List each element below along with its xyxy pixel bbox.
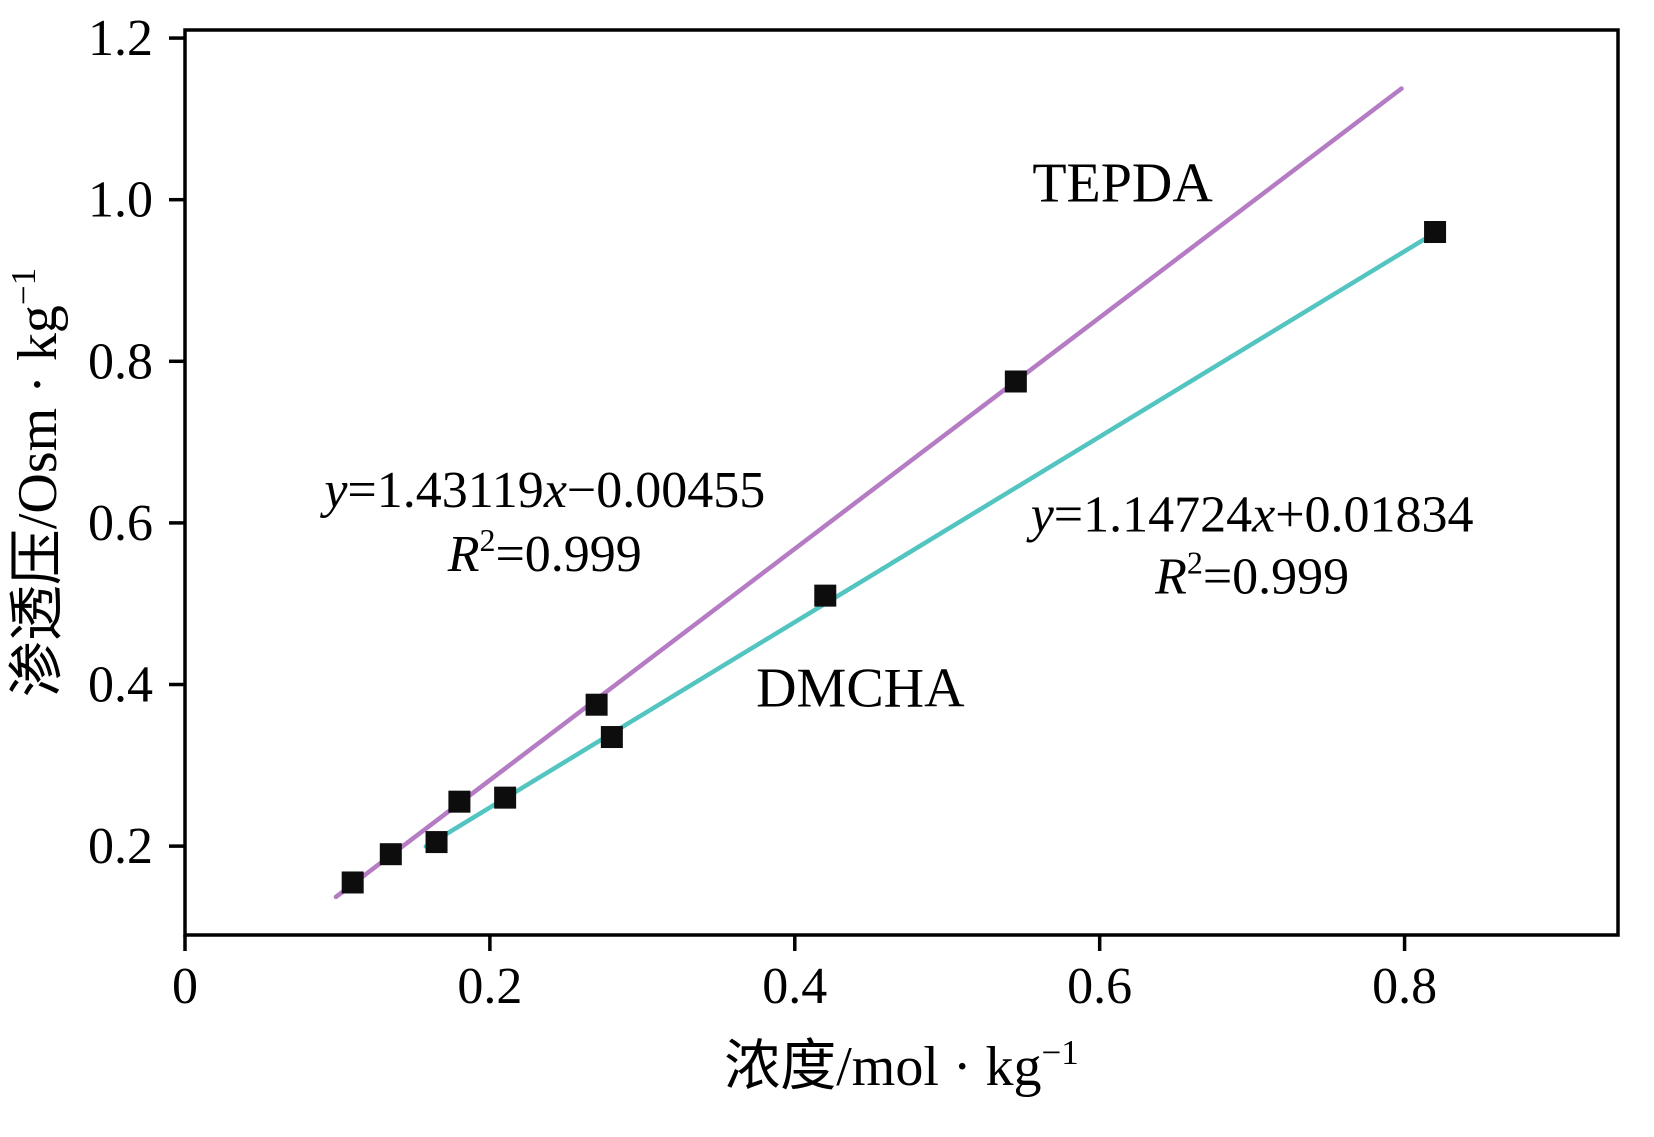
dmcha-data-point-marker	[600, 726, 623, 749]
x-tick-label: 0.4	[762, 958, 827, 1015]
y-tick-label: 1.0	[88, 172, 153, 229]
tepda-data-point-marker	[341, 871, 364, 894]
tepda-series-label: TEPDA	[1032, 153, 1213, 215]
x-tick-label: 0.8	[1372, 958, 1437, 1015]
tepda-data-point-marker	[1004, 370, 1027, 393]
dmcha-series	[423, 221, 1447, 854]
y-axis-label: 渗透压/Osm · kg−1	[4, 268, 69, 697]
x-tick-label: 0	[172, 958, 198, 1015]
y-tick-label: 0.4	[88, 657, 153, 714]
x-axis: 0 0.2 0.4 0.6 0.8	[172, 935, 1437, 1015]
dmcha-data-point-marker	[1424, 221, 1447, 244]
dmcha-data-point-marker	[814, 584, 837, 607]
plot-frame	[183, 28, 1620, 937]
dmcha-series-label: DMCHA	[756, 658, 965, 720]
tepda-r-squared: R2=0.999	[447, 522, 642, 583]
dmcha-fit-line	[423, 225, 1445, 849]
tepda-equation: y=1.43119x−0.00455	[319, 462, 765, 519]
y-tick-label: 0.6	[88, 495, 153, 552]
dmcha-data-point-marker	[425, 831, 448, 854]
x-tick-label: 0.2	[457, 958, 522, 1015]
dmcha-data-point-marker	[494, 786, 517, 809]
tepda-data-point-marker	[448, 790, 471, 813]
tepda-fit-line	[333, 86, 1404, 900]
dmcha-r-squared: R2=0.999	[1154, 545, 1349, 606]
y-tick-label: 0.2	[88, 818, 153, 875]
tepda-data-point-marker	[379, 843, 402, 866]
tepda-data-point-marker	[585, 693, 608, 716]
y-tick-label: 1.2	[88, 10, 153, 67]
y-tick-label: 0.8	[88, 333, 153, 390]
tepda-series	[333, 86, 1404, 900]
y-axis: 0.2 0.4 0.6 0.8 1.0 1.2	[88, 10, 185, 875]
dmcha-equation: y=1.14724x+0.01834	[1026, 486, 1474, 543]
x-tick-label: 0.6	[1067, 958, 1132, 1015]
x-axis-label: 浓度/mol · kg−1	[724, 1033, 1079, 1098]
